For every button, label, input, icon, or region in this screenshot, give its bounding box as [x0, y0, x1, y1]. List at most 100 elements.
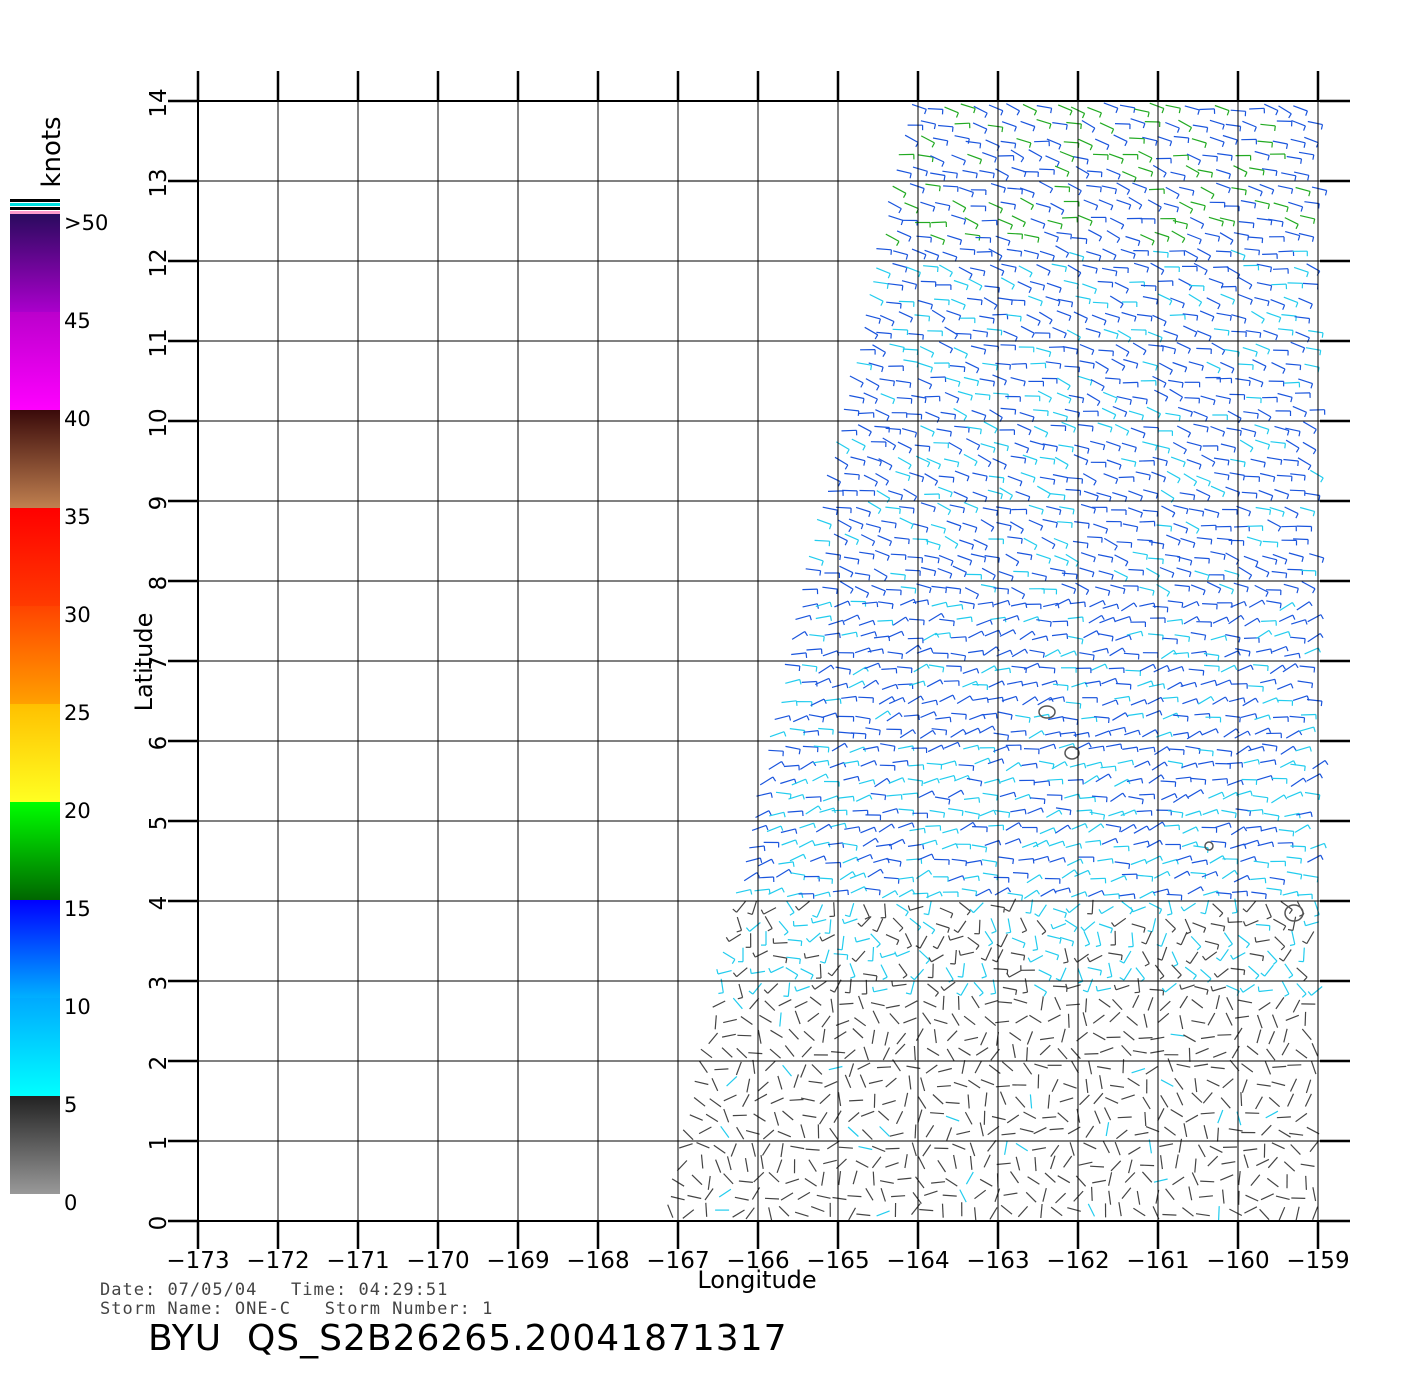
- wind-vector: [951, 858, 967, 862]
- wind-vector: [1296, 893, 1313, 896]
- wind-vector: [735, 889, 751, 894]
- wind-vector: [1190, 777, 1206, 781]
- colorbar-label: 0: [64, 1191, 77, 1215]
- wind-vector: [871, 1156, 882, 1169]
- wind-vector: [1275, 1195, 1290, 1200]
- wind-barb-flag: [1207, 495, 1211, 501]
- wind-vector: [1273, 202, 1289, 208]
- wind-vector: [1210, 635, 1226, 641]
- wind-vector: [1007, 475, 1023, 482]
- wind-barb-flag: [1059, 731, 1062, 737]
- wind-vector: [862, 601, 878, 605]
- wind-vector: [1170, 297, 1185, 304]
- wind-barb-flag: [992, 602, 994, 608]
- wind-barb-flag: [1259, 541, 1262, 547]
- wind-barb-flag: [852, 733, 855, 739]
- wind-barb-flag: [1256, 413, 1259, 419]
- wind-vector: [751, 1142, 756, 1157]
- x-tick-label: −170: [406, 1248, 469, 1274]
- wind-vector: [1253, 664, 1269, 667]
- wind-vector: [884, 903, 887, 918]
- wind-barb-flag: [1083, 763, 1087, 769]
- wind-vector: [782, 1110, 794, 1121]
- wind-vector: [1179, 492, 1195, 496]
- wind-vector: [794, 1211, 809, 1217]
- wind-vector: [1088, 889, 1103, 897]
- wind-vector: [844, 1074, 852, 1089]
- wind-vector: [1289, 715, 1305, 719]
- wind-vector: [1201, 870, 1217, 878]
- wind-barb-flag: [929, 587, 932, 594]
- wind-barb-flag: [896, 808, 899, 814]
- wind-barb-flag: [1311, 683, 1314, 689]
- wind-vector: [897, 1177, 912, 1181]
- wind-vector: [934, 632, 950, 636]
- wind-vector: [917, 853, 933, 861]
- wind-barb-flag: [905, 267, 908, 273]
- wind-vector: [1005, 762, 1019, 772]
- wind-barb-flag: [874, 760, 878, 766]
- wind-vector: [775, 868, 790, 878]
- wind-barb-flag: [1110, 205, 1114, 211]
- wind-vector: [968, 278, 983, 287]
- x-tick-label: −165: [806, 1248, 869, 1274]
- wind-vector: [1221, 809, 1237, 814]
- wind-vector: [863, 973, 877, 977]
- wind-vector: [1217, 1109, 1224, 1124]
- wind-vector: [939, 907, 953, 915]
- wind-barb-flag: [945, 730, 948, 736]
- wind-vector: [1302, 947, 1305, 962]
- wind-vector: [972, 329, 988, 333]
- wind-barb-flag: [857, 760, 860, 767]
- wind-barb-flag: [1121, 647, 1126, 653]
- wind-vector: [809, 855, 825, 862]
- wind-barb-flag: [962, 160, 966, 166]
- wind-barb-flag: [1158, 206, 1162, 212]
- wind-vector: [925, 540, 941, 546]
- wind-vector: [1194, 1078, 1198, 1093]
- wind-vector: [1165, 121, 1180, 129]
- wind-barb-flag: [1230, 954, 1234, 960]
- wind-barb-flag: [1048, 780, 1051, 786]
- wind-vector: [777, 1075, 783, 1090]
- wind-barb-flag: [1193, 495, 1196, 501]
- wind-vector: [1293, 105, 1308, 112]
- wind-barb-flag: [1114, 766, 1117, 772]
- wind-barb-flag: [1068, 315, 1072, 321]
- wind-barb-flag: [1308, 318, 1311, 324]
- wind-vector: [936, 428, 952, 433]
- wind-vector: [1083, 199, 1098, 207]
- wind-barb-flag: [1262, 746, 1265, 752]
- wind-vector: [907, 695, 922, 705]
- wind-vector: [1039, 168, 1055, 171]
- wind-barb-flag: [1223, 554, 1226, 560]
- wind-vector: [1148, 344, 1164, 347]
- wind-barb-flag: [1159, 975, 1165, 980]
- y-tick-label: 4: [146, 896, 172, 911]
- wind-barb-flag: [892, 445, 897, 451]
- wind-barb-flag: [1206, 989, 1209, 995]
- wind-vector: [1255, 648, 1271, 653]
- wind-barb-flag: [964, 655, 967, 661]
- wind-barb-flag: [1199, 810, 1202, 816]
- wind-vector: [1074, 444, 1090, 450]
- wind-vector: [908, 1075, 912, 1090]
- wind-vector: [1006, 314, 1022, 318]
- wind-vector: [979, 378, 995, 383]
- wind-vector: [1204, 664, 1220, 667]
- wind-vector: [1285, 231, 1300, 237]
- wind-vector: [1029, 1094, 1033, 1109]
- wind-vector: [1294, 316, 1310, 320]
- wind-barb-flag: [1126, 189, 1131, 195]
- wind-barb-flag: [1077, 272, 1082, 278]
- wind-vector: [1215, 169, 1231, 175]
- wind-vector: [1243, 839, 1258, 846]
- wind-vector: [1103, 537, 1118, 547]
- wind-vector: [1311, 1043, 1319, 1057]
- wind-vector: [1081, 716, 1097, 720]
- wind-barb-flag: [983, 270, 986, 277]
- wind-barb-flag: [1071, 941, 1075, 947]
- wind-vector: [1036, 553, 1051, 560]
- wind-barb-flag: [980, 957, 986, 961]
- wind-vector: [1014, 793, 1030, 801]
